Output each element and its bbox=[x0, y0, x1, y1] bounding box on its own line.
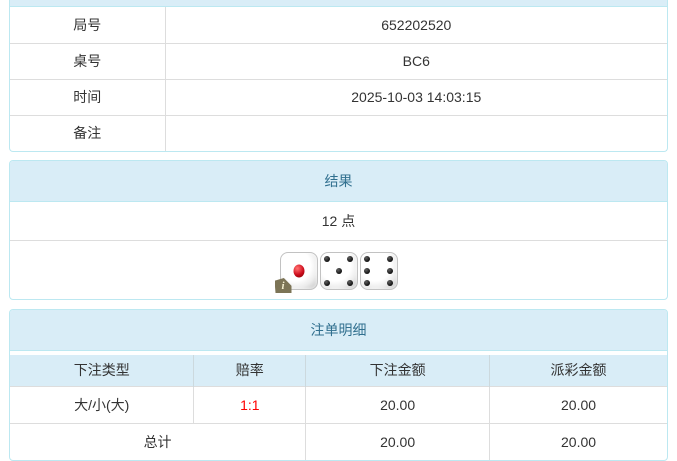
game-info-table: 局号 652202520 桌号 BC6 时间 2025-10-03 14:03:… bbox=[10, 7, 667, 151]
total-bet-amount-cell: 20.00 bbox=[305, 422, 491, 460]
die-pip bbox=[363, 268, 370, 274]
table-row: 桌号 BC6 bbox=[10, 42, 667, 79]
game-info-heading-strip bbox=[10, 0, 667, 7]
odds-header: 赔率 bbox=[193, 355, 307, 386]
table-row: 备注 bbox=[10, 114, 667, 151]
bet-row: 大/小(大) 1:1 20.00 20.00 bbox=[10, 385, 667, 423]
bet-header-row: 下注类型 赔率 下注金额 派彩金额 bbox=[10, 355, 667, 386]
table-number-value: BC6 bbox=[165, 42, 667, 79]
die-pip bbox=[323, 256, 330, 263]
bet-details-gap bbox=[10, 351, 667, 355]
payout-amount-cell: 20.00 bbox=[489, 385, 667, 423]
result-panel-title: 结果 bbox=[10, 161, 667, 202]
payout-amount-header: 派彩金额 bbox=[489, 355, 667, 386]
table-row: 时间 2025-10-03 14:03:15 bbox=[10, 78, 667, 115]
die-5-icon bbox=[319, 252, 358, 290]
die-1-icon: i bbox=[274, 252, 318, 293]
round-number-label: 局号 bbox=[10, 7, 166, 43]
total-row: 总计 20.00 20.00 bbox=[10, 422, 667, 460]
table-number-label: 桌号 bbox=[10, 42, 166, 79]
odds-cell: 1:1 bbox=[193, 385, 307, 423]
die-pip bbox=[387, 279, 394, 286]
die-pip bbox=[347, 279, 354, 286]
time-value: 2025-10-03 14:03:15 bbox=[165, 78, 667, 115]
bet-amount-cell: 20.00 bbox=[305, 385, 491, 423]
die-pip bbox=[335, 268, 342, 274]
bet-type-cell: 大/小(大) bbox=[10, 385, 195, 423]
die-6-icon bbox=[359, 252, 398, 290]
bet-details-title: 注单明细 bbox=[10, 310, 667, 351]
bet-type-header: 下注类型 bbox=[10, 355, 195, 386]
game-info-panel: 局号 652202520 桌号 BC6 时间 2025-10-03 14:03:… bbox=[9, 0, 668, 152]
table-row: 局号 652202520 bbox=[10, 7, 667, 43]
die-pip bbox=[363, 256, 370, 263]
bet-amount-header: 下注金额 bbox=[305, 355, 491, 386]
dice-row: i bbox=[10, 241, 667, 299]
total-payout-amount-cell: 20.00 bbox=[489, 422, 667, 460]
dice-info-badge-icon[interactable]: i bbox=[274, 278, 292, 293]
bet-details-table: 下注类型 赔率 下注金额 派彩金额 大/小(大) 1:1 20.00 20.00… bbox=[10, 355, 667, 460]
result-points: 12 点 bbox=[10, 202, 667, 241]
time-label: 时间 bbox=[10, 78, 166, 115]
bet-details-panel: 注单明细 下注类型 赔率 下注金额 派彩金额 大/小(大) 1:1 20.00 … bbox=[9, 309, 668, 461]
die-pip bbox=[387, 268, 394, 274]
round-number-value: 652202520 bbox=[381, 16, 452, 33]
total-label-cell: 总计 bbox=[10, 422, 307, 460]
die-pip bbox=[363, 279, 370, 286]
die-pip bbox=[347, 256, 354, 263]
die-pip bbox=[293, 264, 304, 278]
remark-value bbox=[165, 114, 667, 151]
die-pip bbox=[387, 256, 394, 263]
remark-label: 备注 bbox=[10, 114, 166, 151]
result-panel: 结果 12 点 i bbox=[9, 160, 668, 300]
die-pip bbox=[323, 279, 330, 286]
